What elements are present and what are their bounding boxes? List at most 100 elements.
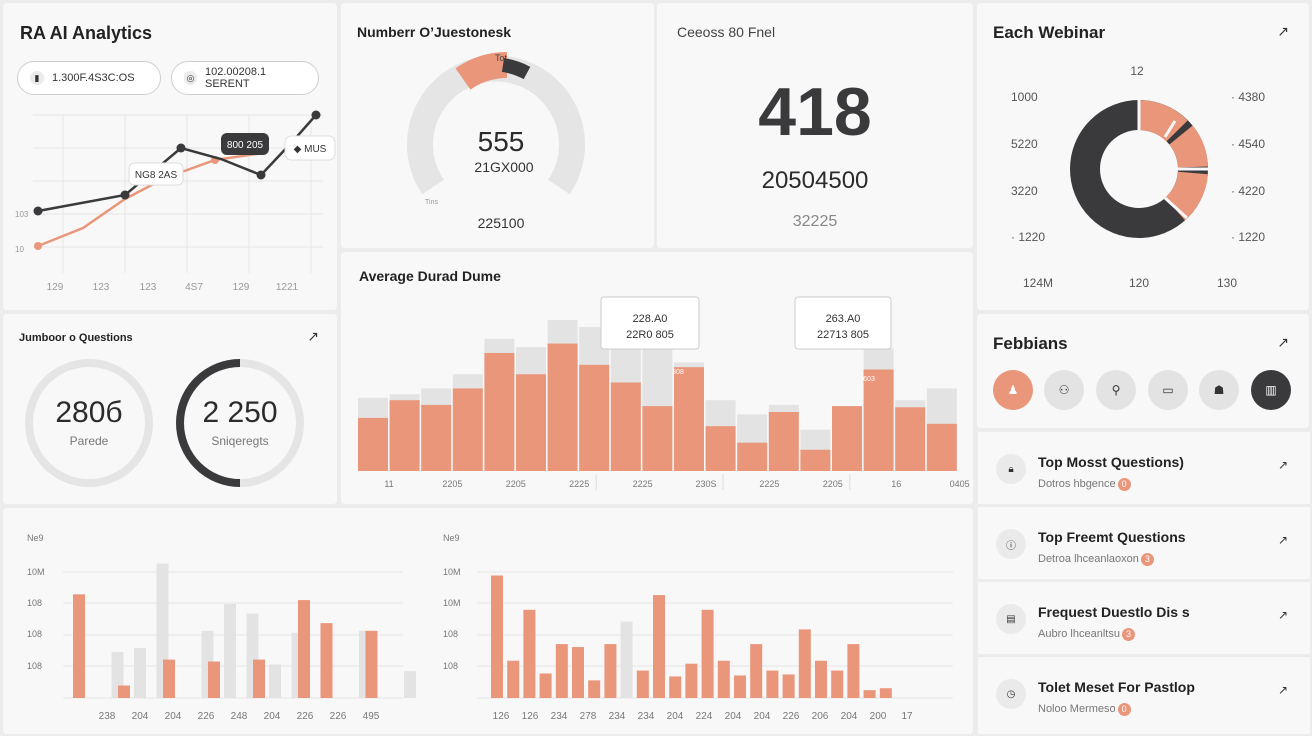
question-sub-text: Dotros hbgence: [1038, 478, 1116, 490]
analytics-tooltip-1: NG8 2AS: [135, 170, 178, 181]
chart-bar-light: [620, 621, 633, 698]
chart-tick-label: 226: [330, 711, 347, 722]
chart-bar: [705, 426, 736, 471]
analytics-xlabel: 129: [233, 282, 250, 293]
chart-bar: [421, 404, 452, 471]
chart-bar: [831, 670, 844, 698]
chart-bar: [782, 674, 795, 698]
donut-seg-2: [1168, 125, 1208, 169]
expand-arrow-icon[interactable]: ↗: [1277, 608, 1288, 622]
chart-icon[interactable]: ▥: [1251, 370, 1291, 410]
chart-tick-label: 278: [580, 711, 597, 722]
chart-tick-label: 234: [551, 711, 568, 722]
chart-bar: [863, 690, 876, 698]
chart-bar: [516, 374, 546, 471]
bigstat-card: Ceeoss 80 Fnel 418 20504500 32225: [657, 3, 973, 248]
chart-bar: [734, 675, 746, 698]
gauge-left-label: Tins: [425, 199, 438, 206]
list-item[interactable]: 🔒︎ Top Mosst Questions) Dotros hbgence 0 …: [978, 432, 1310, 504]
chart-bar: [832, 406, 862, 471]
analytics-title: RA AI Analytics: [20, 23, 153, 43]
chart-bar: [539, 673, 552, 698]
chart-bar: [750, 644, 763, 698]
chart-bar: [588, 680, 601, 698]
chart-tick-label: 2225: [759, 479, 779, 489]
gauge-top-label: Tot: [495, 53, 508, 63]
expand-arrow-icon[interactable]: ↗: [1277, 533, 1288, 547]
ring-2-fill: [176, 359, 241, 487]
jumbo-rings: [25, 359, 304, 487]
analytics-xlabel: 123: [93, 282, 110, 293]
jumbo-card: Jumboor o Questions ↗ 280б Parede 2 250 …: [3, 314, 337, 504]
chart-tick-label: 2205: [506, 479, 526, 489]
analytics-xlabel: 129: [47, 282, 64, 293]
chart-tick-label: 126: [493, 711, 510, 722]
chart-tick-label: 204: [841, 711, 858, 722]
chart-axis-label: 10M: [27, 567, 45, 577]
analytics-pill-2[interactable]: ◎ 102.00208.1 SERENT: [171, 61, 319, 95]
chart-axis-label: 108: [443, 629, 458, 639]
expand-arrow-icon[interactable]: ↗: [307, 328, 319, 344]
chart-tick-label: 17: [901, 711, 913, 722]
chart-bar-light: [224, 603, 236, 698]
webinar-left-label: 1000: [1011, 90, 1038, 104]
analytics-tooltip-3: ◆ MUS: [294, 144, 327, 155]
expand-arrow-icon[interactable]: ↗: [1277, 458, 1288, 472]
bike-icon[interactable]: ⚲: [1096, 370, 1136, 410]
list-item[interactable]: ◷ Tolet Meset For Pastlop Noloo Mermeso 0…: [978, 657, 1310, 734]
chart-bar: [717, 660, 730, 698]
chart-axis-label: 108: [27, 661, 42, 671]
duration-tag-1: 808: [672, 369, 684, 376]
analytics-pill-1-label: 1.300F.4S3C:OS: [52, 72, 135, 84]
chart-bar: [298, 600, 310, 698]
analytics-pill-1[interactable]: ▮ 1.300F.4S3C:OS: [17, 61, 161, 95]
expand-arrow-icon[interactable]: ↗: [1277, 683, 1288, 697]
webinar-bottom-label: 124M: [1023, 276, 1053, 290]
gauge-bottom: 225100: [478, 215, 525, 231]
group-icon[interactable]: ☗: [1199, 370, 1239, 410]
chart-bar: [547, 343, 578, 471]
chart-bar: [491, 575, 503, 698]
webinar-bottom-label: 130: [1217, 276, 1237, 290]
webinar-card: Each Webinar ↗ 12 1000 5220 3220 · 1220 …: [977, 3, 1309, 310]
chart-tick-label: 226: [783, 711, 800, 722]
question-sub-text: Aubro lhceanltsu: [1038, 628, 1120, 640]
webinar-right-label: · 4380: [1231, 90, 1265, 104]
analytics-pill-2-label: 102.00208.1 SERENT: [204, 66, 267, 90]
list-item[interactable]: ⓘ Top Freemt Questions Detroa lhceanlaox…: [978, 507, 1310, 579]
chart-bar: [555, 644, 568, 698]
info-icon: ⓘ: [996, 529, 1026, 559]
webinar-left-label: · 1220: [1011, 230, 1045, 244]
chart-bar: [208, 661, 220, 698]
chart-tick-label: 2205: [442, 479, 462, 489]
chart-bar-light: [134, 648, 146, 698]
chart-bar: [253, 659, 265, 698]
lock-icon: 🔒︎: [996, 454, 1026, 484]
chart-tick-label: 2225: [569, 479, 589, 489]
chart-bar: [604, 644, 617, 698]
chart-bar-light: [269, 664, 281, 698]
chart-bar: [766, 670, 779, 698]
analytics-point: [120, 190, 130, 200]
people-icon[interactable]: ⚇: [1044, 370, 1084, 410]
list-item[interactable]: ▤ Frequest Duestlo Dis s Aubro lhceanlts…: [978, 582, 1310, 654]
chart-bar: [737, 442, 768, 471]
webinar-donut: 12 1000 5220 3220 · 1220 · 4380 · 4540 ·…: [1011, 64, 1265, 290]
chart-axis-label: 108: [443, 661, 458, 671]
chart-bar: [815, 660, 827, 698]
question-sub: Detroa lhceanlaoxon 3: [1038, 553, 1154, 566]
duration-tooltip-2a: 263.A0: [826, 313, 861, 325]
bigstat-small: 32225: [792, 213, 838, 230]
webinar-left-label: 3220: [1011, 184, 1038, 198]
chart-tick-label: 234: [609, 711, 626, 722]
ring-2-value: 2 250: [202, 396, 278, 429]
chart-tick-label: 206: [812, 711, 829, 722]
card-icon[interactable]: ▭: [1148, 370, 1188, 410]
chart-tick-label: 200: [870, 711, 887, 722]
chart-tick-label: 230S: [695, 479, 716, 489]
user-icon[interactable]: ♟: [993, 370, 1033, 410]
duration-tooltip-1b: 22R0 805: [626, 329, 674, 341]
chart-bar: [389, 400, 420, 471]
expand-arrow-icon[interactable]: ↗: [1277, 23, 1289, 39]
expand-arrow-icon[interactable]: ↗: [1277, 334, 1289, 350]
